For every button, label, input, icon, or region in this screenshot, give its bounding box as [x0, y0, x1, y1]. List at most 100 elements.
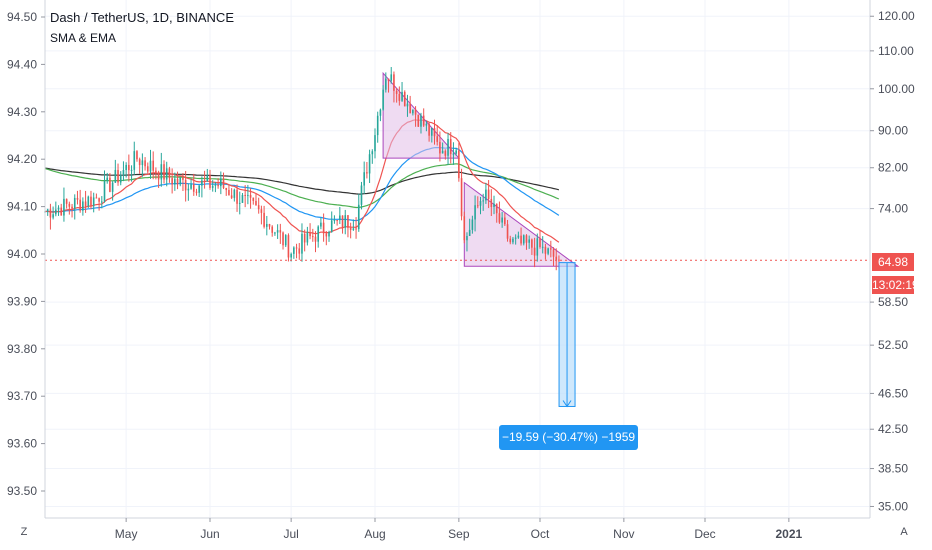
candle-body — [55, 209, 57, 215]
candle-body — [82, 201, 84, 211]
right-tick-label: 82.00 — [878, 161, 908, 175]
candle-body — [439, 141, 441, 154]
auto-scale-toggle[interactable]: A — [900, 526, 908, 538]
candle-body — [528, 239, 530, 243]
candle-body — [284, 235, 287, 246]
candle-body — [303, 233, 306, 243]
candle-body — [490, 198, 493, 207]
candle-body — [339, 215, 341, 221]
candle-body — [314, 236, 317, 242]
candle-body — [60, 207, 63, 216]
candle-body — [146, 166, 149, 172]
x-tick-label: Jul — [283, 527, 298, 541]
candle-body — [238, 202, 241, 204]
candle-body — [509, 238, 512, 243]
candle-body — [136, 151, 138, 160]
candle-body — [287, 235, 290, 258]
candle-body — [144, 160, 146, 167]
candle-body — [395, 90, 398, 94]
candle-body — [550, 248, 552, 250]
candle-body — [98, 198, 100, 202]
candle-body — [198, 185, 200, 193]
candle-body — [263, 212, 265, 227]
candle-body — [425, 123, 428, 126]
candle-body — [512, 238, 514, 243]
x-tick-label: Jun — [200, 527, 219, 541]
candle-body — [230, 195, 233, 198]
candle-body — [301, 233, 303, 254]
overlay — [45, 259, 870, 408]
candle-body — [265, 224, 268, 227]
ema-100-line — [44, 163, 560, 209]
candle-body — [460, 178, 463, 217]
candle-body — [495, 203, 498, 214]
candle-body — [441, 150, 444, 154]
candle-body — [322, 222, 325, 234]
candle-body — [184, 179, 187, 191]
candle-body — [133, 151, 136, 170]
candle-body — [533, 247, 536, 256]
candle-body — [257, 205, 260, 210]
measure-label[interactable]: −19.59 (−30.47%) −1959 — [499, 425, 638, 450]
candle-body — [347, 215, 349, 228]
candle-body — [46, 209, 49, 212]
right-tick-label: 90.00 — [878, 124, 908, 138]
right-tick-label: 58.50 — [878, 295, 908, 309]
candle-body — [436, 136, 439, 142]
left-tick-label: 94.20 — [7, 152, 37, 166]
candle-body — [217, 184, 219, 187]
timezone-toggle[interactable]: Z — [20, 526, 28, 538]
candle-body — [482, 200, 485, 202]
candle-body — [214, 184, 217, 186]
candle-body — [149, 160, 152, 172]
left-tick-label: 94.10 — [7, 200, 37, 214]
candle-body — [100, 201, 103, 203]
left-tick-label: 93.80 — [7, 342, 37, 356]
candle-body — [330, 220, 333, 232]
x-tick-label: Nov — [613, 527, 634, 541]
candle-body — [165, 168, 168, 180]
candle-body — [92, 197, 95, 207]
indicator-name[interactable]: SMA & EMA — [50, 31, 117, 45]
candle-body — [466, 235, 468, 241]
candle-body — [468, 229, 471, 236]
candle-body — [390, 74, 393, 81]
candle-body — [514, 237, 517, 239]
candle-body — [274, 232, 276, 234]
candle-body — [255, 200, 257, 206]
candle-body — [452, 153, 455, 155]
candle-body — [531, 239, 533, 248]
candle-body — [541, 246, 544, 248]
x-tick-label: Dec — [694, 527, 715, 541]
candle-body — [536, 238, 539, 256]
candle-body — [344, 215, 347, 228]
candle-body — [268, 224, 271, 227]
candle-body — [476, 205, 479, 207]
candle-body — [195, 191, 198, 193]
candle-body — [211, 185, 214, 188]
left-tick-label: 94.50 — [7, 10, 37, 24]
candle-body — [141, 160, 144, 166]
candle-body — [247, 194, 249, 196]
x-tick-label: Sep — [448, 527, 470, 541]
candle-body — [90, 196, 92, 207]
candle-body — [309, 232, 311, 237]
candle-body — [379, 109, 382, 116]
candle-body — [106, 177, 109, 182]
candle-body — [260, 209, 263, 213]
candle-body — [279, 230, 282, 233]
candle-body — [525, 235, 528, 243]
candle-body — [447, 138, 449, 156]
candle-body — [244, 194, 246, 196]
candle-body — [366, 172, 368, 174]
candle-body — [363, 172, 365, 186]
candle-body — [220, 178, 222, 187]
left-tick-label: 93.70 — [7, 389, 37, 403]
x-tick-label: 2021 — [776, 527, 803, 541]
candle-body — [125, 164, 127, 170]
candle-body — [403, 91, 406, 107]
candle-body — [168, 168, 171, 179]
right-tick-label: 46.50 — [878, 386, 908, 400]
